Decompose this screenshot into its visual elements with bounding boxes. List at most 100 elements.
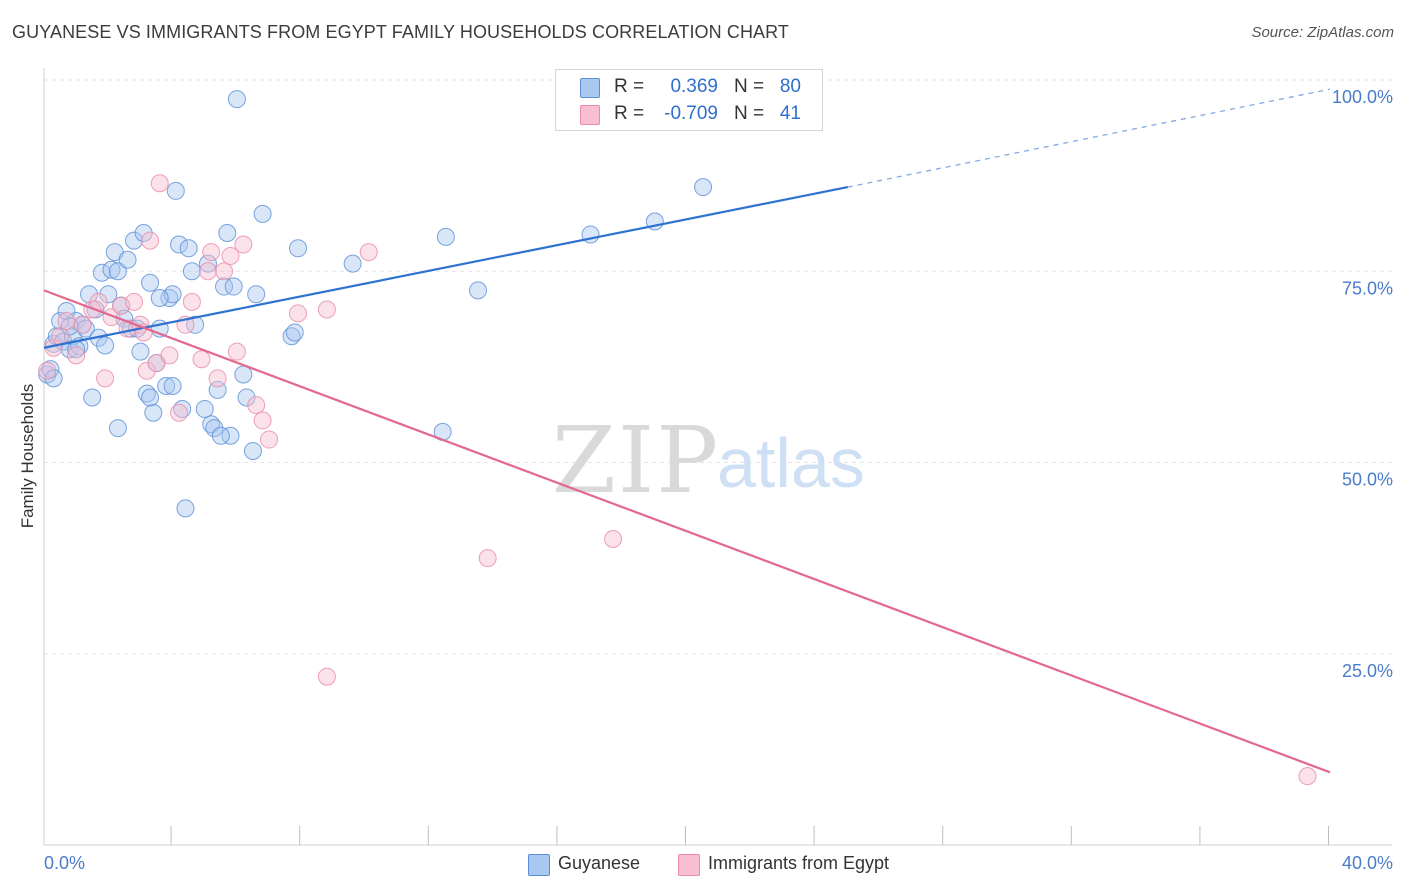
r-label: R = [614, 103, 645, 124]
egypt-point-19 [160, 346, 179, 365]
guyanese-trendline [43, 186, 848, 349]
guyanese-point-6 [57, 302, 76, 321]
egypt-point-37 [317, 667, 336, 686]
guyanese-point-53 [224, 277, 243, 296]
x-tick-label-0: 0.0% [44, 853, 85, 873]
legend-label: Immigrants from Egypt [708, 853, 890, 873]
egypt-point-26 [208, 369, 227, 388]
legend-label: Guyanese [558, 853, 641, 873]
egypt-point-15 [137, 361, 156, 380]
guyanese-point-20 [102, 260, 121, 279]
egypt-trendline [43, 289, 1331, 774]
egypt-point-18 [150, 174, 169, 193]
egypt-point-33 [260, 430, 279, 449]
n-value: 41 [779, 103, 801, 124]
egypt-point-36 [359, 243, 378, 262]
guyanese-point-70 [694, 178, 713, 197]
x-tick-labels: 0.0% 40.0% [44, 853, 1393, 873]
guyanese-point-59 [253, 204, 272, 223]
egypt-point-31 [247, 396, 266, 415]
guyanese-point-50 [215, 277, 234, 296]
egypt-point-30 [234, 235, 253, 254]
egypt-point-23 [192, 350, 211, 369]
egypt-point-28 [221, 246, 240, 265]
guyanese-swatch [580, 78, 600, 98]
guyanese-point-66 [469, 281, 488, 300]
guyanese-point-32 [141, 273, 160, 292]
egypt-point-2 [51, 327, 70, 346]
source-label: Source: ZipAtlas.com [1251, 24, 1394, 41]
egypt-point-39 [604, 530, 623, 548]
guyanese-point-33 [144, 403, 163, 422]
y-tick-labels: 100.0% 75.0% 50.0% 25.0% [1332, 87, 1393, 681]
guyanese-point-78 [60, 317, 79, 336]
stats-box: R = 0.369 N = 80 R = -0.709 N = 41 [555, 69, 823, 131]
guyanese-point-73 [108, 419, 127, 438]
guyanese-point-71 [44, 369, 63, 388]
guyanese-trendline-extension [847, 88, 1331, 188]
egypt-point-5 [73, 315, 92, 334]
stats-row-egypt: R = -0.709 N = 41 [556, 100, 822, 128]
guyanese-point-14 [83, 388, 102, 407]
egypt-swatch [580, 105, 600, 125]
axes [43, 68, 1392, 846]
y-tick-label-1: 75.0% [1342, 278, 1393, 298]
guyanese-point-48 [205, 419, 224, 438]
egypt-point-25 [202, 243, 221, 262]
guyanese-point-25 [118, 250, 137, 269]
guyanese-point-4 [51, 311, 70, 330]
watermark-zip: ZIP [552, 407, 720, 514]
guyanese-point-42 [176, 499, 195, 518]
guyanese-point-57 [243, 442, 262, 461]
guyanese-point-39 [166, 181, 185, 200]
guyanese-point-45 [186, 315, 205, 334]
guyanese-point-75 [163, 377, 182, 395]
guyanese-point-18 [96, 336, 115, 355]
guyanese-point-19 [99, 285, 118, 304]
egypt-point-40 [1298, 767, 1317, 786]
guyanese-point-65 [436, 227, 455, 246]
guyanese-point-22 [108, 262, 127, 281]
egypt-point-38 [478, 549, 497, 568]
egypt-point-27 [215, 262, 234, 281]
guyanese-point-58 [247, 285, 266, 304]
guyanese-point-62 [288, 239, 307, 258]
egypt-point-0 [38, 361, 57, 380]
guyanese-point-17 [92, 263, 111, 282]
x-tick-label-1: 40.0% [1342, 853, 1393, 873]
egypt-swatch [678, 854, 700, 876]
egypt-point-32 [253, 411, 272, 430]
egypt-point-9 [102, 308, 121, 327]
trendlines [43, 88, 1331, 774]
egypt-point-4 [67, 346, 86, 365]
stats-row-guyanese: R = 0.369 N = 80 [556, 73, 822, 101]
egypt-point-34 [288, 304, 307, 323]
guyanese-point-43 [179, 239, 198, 258]
n-value: 80 [779, 76, 801, 97]
guyanese-point-63 [343, 254, 362, 273]
guyanese-point-46 [198, 254, 217, 273]
guyanese-point-27 [125, 231, 144, 250]
r-value: -0.709 [664, 103, 718, 124]
guyanese-point-77 [211, 426, 230, 445]
guyanese-point-36 [157, 377, 176, 395]
guyanese-point-44 [182, 262, 201, 281]
egypt-point-22 [182, 292, 201, 311]
y-tick-label-0: 100.0% [1332, 87, 1393, 107]
r-value: 0.369 [670, 76, 718, 97]
guyanese-point-51 [218, 224, 237, 242]
egypt-point-24 [198, 262, 217, 281]
guyanese-point-52 [221, 426, 240, 445]
guyanese-point-55 [234, 365, 253, 384]
guyanese-point-61 [285, 323, 304, 342]
guyanese-point-56 [237, 388, 256, 407]
n-label: N = [734, 76, 765, 97]
egypt-point-16 [141, 231, 160, 250]
y-tick-label-2: 50.0% [1342, 470, 1393, 490]
guyanese-swatch [528, 854, 550, 876]
y-tick-label-3: 25.0% [1342, 661, 1393, 681]
guyanese-point-76 [195, 399, 214, 418]
n-label: N = [734, 103, 765, 124]
egypt-point-3 [57, 311, 76, 330]
guyanese-point-13 [80, 285, 99, 304]
